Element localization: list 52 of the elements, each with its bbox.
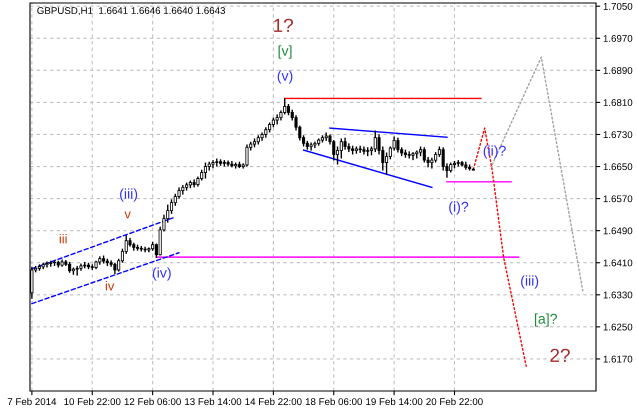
candlestick — [113, 262, 116, 275]
y-tick-label: 1.6570 — [604, 195, 632, 202]
candlestick — [374, 130, 377, 153]
annotation: (iv) — [152, 267, 171, 281]
annotation: v — [124, 212, 131, 218]
candlestick — [276, 114, 279, 126]
annotation: (iii) — [120, 188, 138, 202]
x-tick-label: 13 Feb 14:00 — [185, 398, 242, 406]
candlestick — [422, 146, 426, 164]
annotation: [v] — [278, 45, 292, 59]
x-tick-label: 7 Feb 2014 — [8, 398, 56, 406]
candlestick — [344, 136, 347, 150]
x-tick-label: 10 Feb 22:00 — [64, 398, 121, 406]
candlestick — [442, 146, 445, 172]
x-tick-label: 18 Feb 06:00 — [306, 398, 362, 406]
annotation: iv — [106, 280, 114, 290]
y-tick-label: 1.6330 — [604, 292, 632, 298]
y-tick-label: 1.6810 — [604, 99, 632, 106]
candlestick — [68, 261, 72, 274]
y-tick-label: 1.6730 — [604, 131, 632, 138]
y-tick-label: 1.6970 — [604, 35, 632, 42]
chart-title: GBPUSD,H1 1.6641 1.6646 1.6640 1.6643 — [37, 7, 226, 16]
candlestick — [204, 162, 208, 180]
annotation: (v) — [278, 70, 292, 84]
annotation: (i)? — [449, 201, 468, 215]
x-tick-label: 12 Feb 06:00 — [124, 398, 181, 406]
annotation: iii — [60, 234, 67, 244]
candlestick — [264, 126, 268, 138]
y-tick-label: 1.6250 — [604, 324, 632, 330]
y-tick-label: 1.6410 — [604, 259, 632, 266]
candlestick — [396, 136, 400, 154]
candlestick — [181, 184, 184, 196]
annotation: [a]? — [534, 313, 558, 327]
candlestick — [256, 134, 260, 146]
y-tick-label: 1.6890 — [604, 67, 632, 74]
candlestick — [418, 146, 422, 157]
candlestick — [268, 122, 272, 134]
annotation: (ii)? — [484, 145, 506, 159]
x-tick-label: 14 Feb 22:00 — [245, 398, 302, 406]
candlestick — [76, 265, 79, 276]
y-tick-label: 1.6650 — [604, 163, 632, 170]
candlestick — [245, 144, 249, 168]
candlestick — [358, 145, 362, 154]
y-tick-label: 1.6170 — [604, 356, 632, 363]
x-tick-label: 20 Feb 22:00 — [426, 398, 483, 406]
annotation: (iii) — [521, 275, 538, 289]
annotation: 1? — [274, 18, 293, 32]
candlestick — [340, 138, 343, 160]
y-tick-label: 1.6490 — [604, 227, 632, 234]
annotation: 2? — [550, 348, 570, 362]
y-tick-label: 1.7050 — [604, 2, 632, 10]
x-tick-label: 19 Feb 14:00 — [366, 398, 422, 406]
